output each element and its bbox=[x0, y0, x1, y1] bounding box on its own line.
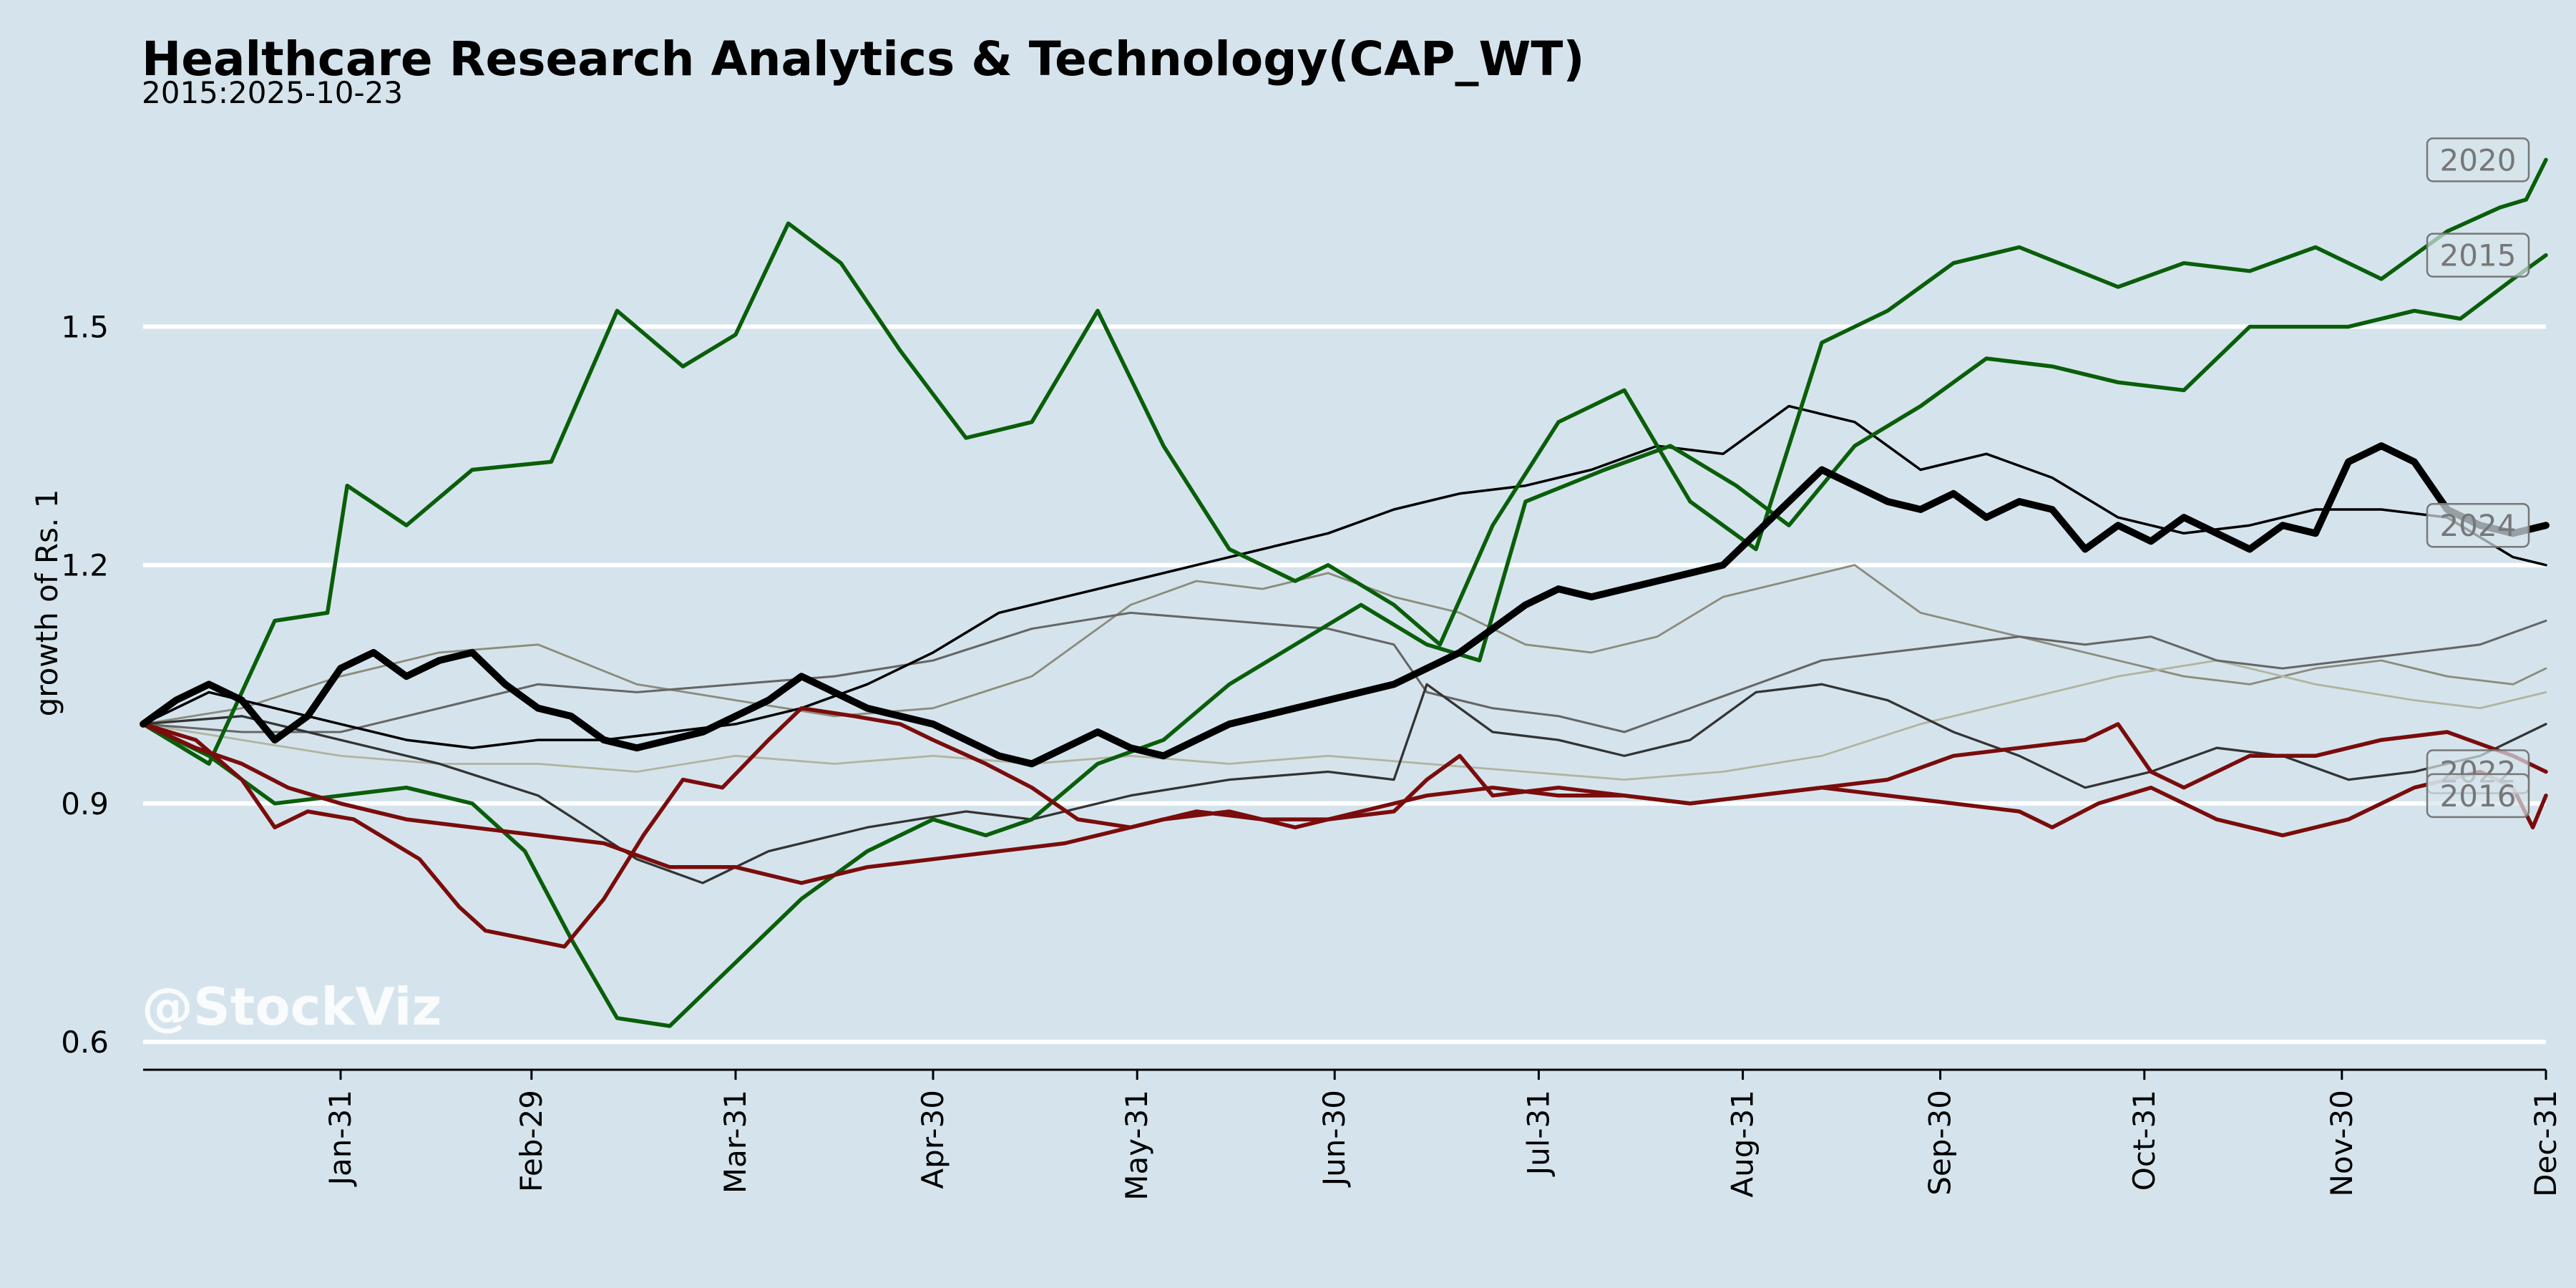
x-tick-label: May-31 bbox=[1119, 1090, 1154, 1201]
x-tick-label: Jul-31 bbox=[1521, 1090, 1556, 1177]
series-line-2024 bbox=[140, 442, 2550, 768]
series-line bbox=[142, 659, 2547, 781]
x-tick-label: Oct-31 bbox=[2127, 1090, 2162, 1191]
series-end-label-box bbox=[2426, 137, 2530, 182]
chart-title: Healthcare Research Analytics & Technolo… bbox=[142, 31, 1585, 87]
series-line bbox=[142, 611, 2547, 733]
series-end-label-box bbox=[2426, 502, 2530, 548]
series-line-2016 bbox=[141, 722, 2548, 885]
chart-subtitle: 2015:2025-10-23 bbox=[142, 75, 404, 110]
series-end-label-2015: 2015 bbox=[2426, 233, 2530, 278]
series-line-2020 bbox=[141, 157, 2548, 766]
x-tick-label: Jun-30 bbox=[1317, 1090, 1352, 1188]
series-line bbox=[142, 404, 2547, 749]
series-end-label-2016: 2016 bbox=[2426, 773, 2530, 819]
y-axis-label: growth of Rs. 1 bbox=[29, 489, 64, 717]
series-end-label-2020: 2020 bbox=[2426, 137, 2530, 182]
series-line-2015 bbox=[141, 253, 2548, 1028]
series-end-label-text: 2016 bbox=[2440, 779, 2517, 814]
series-end-label-box bbox=[2426, 233, 2530, 278]
y-tick-label: 0.9 bbox=[61, 786, 109, 821]
y-tick-label: 1.2 bbox=[61, 548, 109, 583]
x-tick-label: Jan-31 bbox=[323, 1090, 358, 1187]
x-tick-label: Dec-31 bbox=[2528, 1090, 2563, 1197]
watermark: @StockViz bbox=[142, 977, 441, 1037]
series-line bbox=[142, 683, 2547, 884]
y-tick-label: 0.6 bbox=[61, 1025, 109, 1060]
y-tick-label: 1.5 bbox=[61, 310, 109, 345]
x-tick-label: Feb-29 bbox=[514, 1090, 549, 1192]
series-end-label-2024: 2024 bbox=[2426, 502, 2530, 548]
x-tick-label: Nov-30 bbox=[2324, 1090, 2359, 1196]
series-end-label-box bbox=[2426, 773, 2530, 819]
series-end-label-text: 2015 bbox=[2440, 238, 2517, 273]
x-tick-label: Sep-30 bbox=[1923, 1090, 1958, 1196]
x-tick-label: Apr-30 bbox=[915, 1090, 950, 1189]
series-line bbox=[142, 564, 2547, 726]
series-end-label-text: 2024 bbox=[2440, 508, 2517, 543]
series-end-label-text: 2020 bbox=[2440, 142, 2517, 177]
x-tick-label: Aug-31 bbox=[1725, 1090, 1760, 1198]
x-tick-label: Mar-31 bbox=[718, 1090, 753, 1194]
